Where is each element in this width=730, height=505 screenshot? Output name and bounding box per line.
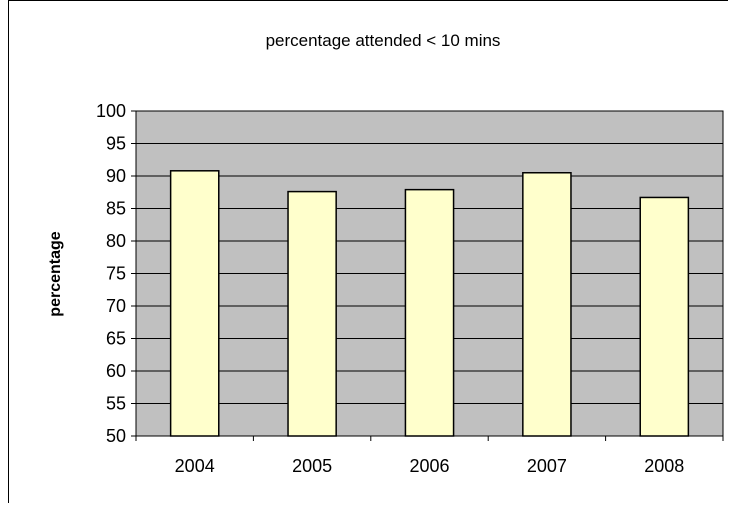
y-tick-label: 95 bbox=[106, 134, 126, 154]
bar-2007 bbox=[522, 172, 572, 437]
x-tick-label: 2006 bbox=[409, 456, 449, 476]
x-tick-label: 2004 bbox=[175, 456, 215, 476]
y-tick-label: 60 bbox=[106, 361, 126, 381]
y-tick-label: 85 bbox=[106, 199, 126, 219]
y-tick-label: 90 bbox=[106, 166, 126, 186]
x-axis: 2004 2005 2006 2007 2008 bbox=[135, 435, 724, 476]
bars bbox=[169, 170, 690, 437]
bar-2008 bbox=[639, 196, 690, 437]
bar-2006 bbox=[404, 188, 455, 437]
y-tick-label: 55 bbox=[106, 394, 126, 414]
x-tick-label: 2007 bbox=[527, 456, 567, 476]
bar-2004 bbox=[169, 170, 220, 437]
y-tick-label: 65 bbox=[106, 329, 126, 349]
y-tick-label: 50 bbox=[106, 426, 126, 446]
y-axis-label: percentage bbox=[47, 231, 64, 316]
y-tick-label: 75 bbox=[106, 264, 126, 284]
y-tick-label: 70 bbox=[106, 296, 126, 316]
chart-frame bbox=[8, 0, 728, 503]
bar-2005 bbox=[287, 190, 337, 437]
x-tick-label: 2008 bbox=[644, 456, 684, 476]
x-tick-label: 2005 bbox=[292, 456, 332, 476]
y-axis: 50 55 60 65 70 75 80 85 90 95 100 bbox=[96, 101, 137, 446]
y-tick-label: 80 bbox=[106, 231, 126, 251]
chart-title: percentage attended < 10 mins bbox=[266, 31, 501, 50]
y-tick-label: 100 bbox=[96, 101, 126, 121]
